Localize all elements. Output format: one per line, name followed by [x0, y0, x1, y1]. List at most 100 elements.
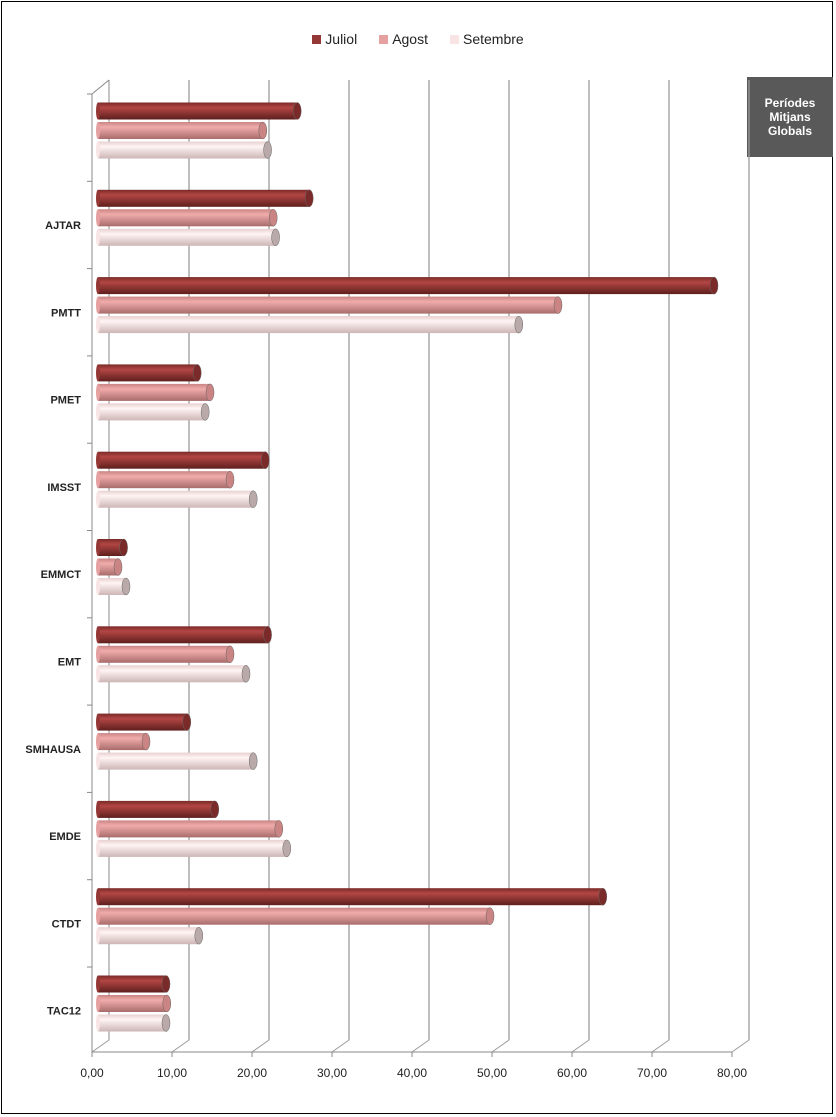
bar-cap — [248, 490, 258, 508]
legend-swatch — [450, 34, 459, 44]
bar-base — [96, 316, 100, 334]
bar-base — [96, 733, 100, 751]
bar-base — [96, 228, 100, 246]
annotation-box: Períodes Mitjans Globals — [747, 77, 833, 157]
bar-body — [98, 364, 198, 382]
bar-juliol — [96, 189, 314, 208]
bar-body — [98, 800, 215, 818]
bar-agost — [96, 209, 278, 227]
legend-label: Agost — [392, 31, 428, 47]
bar-cap — [304, 189, 314, 208]
bar-base — [96, 820, 100, 838]
floor-line — [571, 1039, 590, 1053]
bar-setembre — [96, 490, 258, 508]
bar-juliol — [96, 626, 272, 644]
x-tick-label: 60,00 — [557, 1066, 587, 1080]
bar-cap — [514, 315, 524, 334]
floor-line — [411, 1039, 430, 1053]
bar-body — [98, 626, 268, 644]
bar-cap — [553, 296, 563, 314]
bar-base — [96, 975, 100, 993]
bar-base — [96, 141, 100, 159]
bar-juliol — [96, 276, 719, 295]
bar-setembre — [96, 577, 131, 596]
bar-cap — [194, 926, 204, 945]
bar-body — [98, 578, 126, 595]
legend-swatch — [312, 34, 322, 44]
bar-setembre — [96, 228, 280, 247]
bar-body — [98, 209, 274, 227]
bar-base — [96, 490, 100, 508]
x-tick-label: 50,00 — [477, 1066, 507, 1080]
bar-base — [96, 665, 100, 683]
bar-base — [96, 277, 100, 295]
bar-juliol — [96, 538, 128, 557]
bar-agost — [96, 645, 235, 664]
bar-cap — [141, 732, 151, 751]
bar-juliol — [96, 800, 220, 819]
bar-agost — [96, 907, 495, 925]
bar-agost — [96, 470, 235, 489]
bar-cap — [161, 975, 171, 993]
bar-setembre — [96, 141, 272, 159]
bar-body — [98, 296, 558, 314]
bar-cap — [161, 1014, 171, 1032]
floor-line — [91, 1039, 110, 1053]
bar-cap — [598, 887, 608, 906]
bar-body — [98, 927, 199, 945]
floor-line — [731, 1039, 750, 1053]
bar-cap — [162, 994, 172, 1013]
x-tick-label: 0,00 — [80, 1066, 104, 1080]
bar-body — [98, 975, 166, 993]
legend-item-setembre: Setembre — [450, 31, 524, 47]
bar-cap — [258, 121, 268, 140]
bar-cap — [225, 645, 235, 664]
legend: Juliol Agost Setembre — [0, 31, 836, 47]
bar-cap — [121, 577, 131, 596]
category-label: IMSST — [47, 482, 81, 494]
bar-cap — [268, 209, 278, 227]
legend-swatch — [379, 34, 389, 44]
x-tick-label: 20,00 — [237, 1066, 267, 1080]
bar-agost — [96, 383, 215, 402]
bar-body — [98, 490, 254, 508]
bar-juliol — [96, 451, 270, 469]
bar-body — [98, 665, 246, 683]
bar-setembre — [96, 839, 292, 858]
legend-label: Setembre — [463, 31, 524, 47]
bar-base — [96, 800, 100, 818]
bar-body — [98, 733, 146, 751]
bar-body — [98, 752, 254, 770]
bar-agost — [96, 732, 151, 751]
bar-base — [96, 907, 100, 925]
x-tick-label: 70,00 — [637, 1066, 667, 1080]
floor-line — [171, 1039, 190, 1053]
bar-body — [98, 102, 298, 120]
bar-body — [98, 995, 167, 1012]
bar-juliol — [96, 975, 171, 993]
bar-base — [96, 539, 100, 556]
bar-base — [96, 122, 100, 139]
bar-body — [98, 713, 187, 731]
bar-body — [98, 839, 287, 857]
bar-setembre — [96, 315, 524, 334]
bar-base — [96, 626, 100, 644]
bar-base — [96, 713, 100, 731]
bar-base — [96, 558, 100, 576]
x-tick-label: 40,00 — [397, 1066, 427, 1080]
bar-agost — [96, 558, 123, 576]
x-tick-label: 10,00 — [157, 1066, 187, 1080]
bar-body — [98, 122, 263, 139]
bar-cap — [182, 713, 192, 731]
category-label: EMMCT — [41, 569, 82, 581]
category-label: AJTAR — [45, 220, 81, 232]
bar-cap — [119, 538, 128, 557]
y-axis-depth — [91, 79, 110, 95]
bar-setembre — [96, 665, 251, 683]
bar-base — [96, 403, 100, 421]
bar-cap — [709, 276, 719, 295]
bar-cap — [282, 839, 292, 858]
bar-juliol — [96, 102, 302, 120]
legend-item-juliol: Juliol — [312, 31, 357, 47]
